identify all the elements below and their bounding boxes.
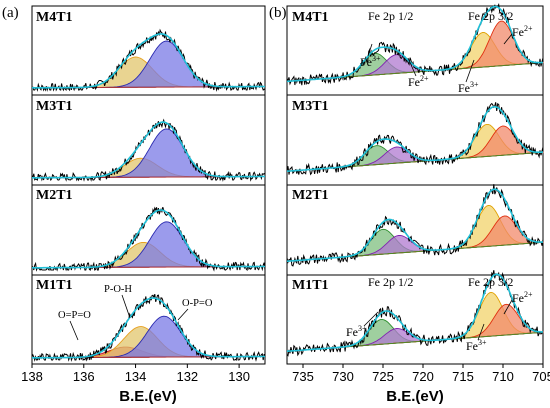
annotation-fe-2plus-a-leader — [407, 57, 417, 77]
annotation-opo-2: O-P=O — [182, 298, 213, 309]
peak-component — [286, 215, 544, 262]
peak-component — [32, 315, 265, 359]
peak-component — [32, 128, 265, 179]
x-tick-label: 725 — [372, 369, 394, 384]
envelope-fit — [32, 297, 265, 359]
raw-spectrum — [31, 118, 266, 182]
peak-component — [32, 221, 265, 269]
peak-component — [32, 40, 266, 89]
annotation-poh-leader — [121, 294, 131, 319]
panel-a-spectra — [31, 28, 266, 362]
annotation-fe-3plus-c: Fe3+ — [346, 324, 367, 339]
envelope-fit — [286, 273, 544, 352]
subplot-title-b-m4t1: M4T1 — [292, 10, 329, 25]
annotation-fe2p12-bottom: Fe 2p 1/2 — [368, 275, 413, 289]
raw-spectrum — [31, 293, 266, 362]
raw-spectrum — [31, 28, 266, 92]
annotation-fe-3plus-d-leader — [477, 323, 485, 341]
envelope-fit — [286, 106, 544, 172]
subplot-title-b-m1t1: M1T1 — [292, 278, 329, 293]
x-tick-label: 134 — [125, 369, 147, 384]
panel-b-xlabel: B.E.(eV) — [386, 388, 444, 405]
envelope-fit — [32, 33, 266, 89]
envelope-fit — [286, 188, 543, 262]
annotation-fe-2plus-c: Fe2+ — [512, 290, 533, 305]
panel-b-x-ticks: 735 730 725 720 715 710 705 — [292, 364, 550, 384]
subplot-title-a-m2t1: M2T1 — [36, 188, 73, 203]
annotation-poh: P-O-H — [104, 284, 132, 295]
annotation-opo-1: O=P=O — [58, 310, 91, 321]
x-tick-label: 130 — [228, 369, 250, 384]
subplot-title-a-m1t1: M1T1 — [36, 278, 73, 293]
x-tick-label: 138 — [21, 369, 43, 384]
annotation-fe-2plus-b: Fe2+ — [512, 24, 533, 39]
panel-label-b: (b) — [269, 5, 287, 21]
panel-a-x-ticks: 138 136 134 132 130 — [21, 364, 250, 384]
annotation-fe-3plus-b: Fe3+ — [458, 80, 479, 95]
peak-component — [286, 303, 544, 352]
annotation-fe-3plus-c-leader — [363, 311, 379, 327]
annotation-fe-3plus-d: Fe3+ — [466, 338, 487, 353]
x-tick-label: 705 — [532, 369, 550, 384]
raw-spectrum — [286, 2, 544, 86]
annotation-fe-3plus-a: Fe3+ — [360, 54, 381, 69]
subplot-title-b-m3t1: M3T1 — [292, 99, 329, 114]
panel-a-xlabel: B.E.(eV) — [119, 388, 177, 405]
envelope-fit — [32, 209, 265, 269]
subplot-title-a-m4t1: M4T1 — [36, 10, 73, 25]
x-tick-label: 730 — [332, 369, 354, 384]
annotation-fe-2plus-b-leader — [503, 33, 513, 45]
annotation-fe-3plus-b-leader — [465, 59, 475, 83]
x-tick-label: 715 — [452, 369, 474, 384]
annotation-fe-3plus-a-leader — [367, 43, 373, 57]
x-tick-label: 136 — [73, 369, 95, 384]
annotation-fe2p32-bottom: Fe 2p 3/2 — [468, 275, 513, 289]
annotation-opo-2-leader — [177, 308, 189, 321]
envelope-fit — [32, 121, 265, 179]
peak-component — [286, 125, 544, 172]
panel-b-spectra — [286, 2, 544, 357]
panel-label-a: (a) — [2, 5, 19, 21]
envelope-fit — [286, 5, 544, 83]
annotation-opo-1-leader — [69, 320, 79, 341]
x-tick-label: 735 — [292, 369, 314, 384]
annotation-fe-2plus-a: Fe2+ — [408, 74, 429, 89]
annotation-fe2p12-top: Fe 2p 1/2 — [368, 9, 413, 23]
annotation-fe-2plus-c-leader — [503, 299, 513, 315]
annotation-fe2p32-top: Fe 2p 3/2 — [468, 9, 513, 23]
x-tick-label: 132 — [176, 369, 198, 384]
subplot-title-a-m3t1: M3T1 — [36, 99, 73, 114]
x-tick-label: 710 — [492, 369, 514, 384]
raw-spectrum — [286, 184, 544, 267]
subplot-title-b-m2t1: M2T1 — [292, 188, 329, 203]
x-tick-label: 720 — [412, 369, 434, 384]
